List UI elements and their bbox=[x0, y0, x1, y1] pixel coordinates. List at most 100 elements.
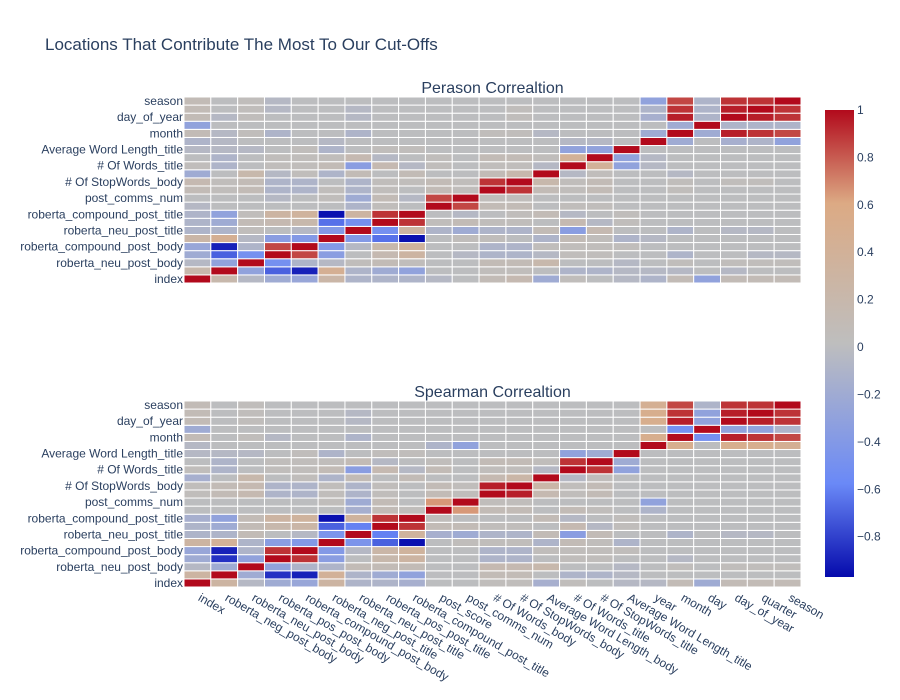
heatmap-cell bbox=[532, 521, 561, 531]
heatmap-cell bbox=[773, 185, 802, 195]
heatmap-cell bbox=[746, 112, 775, 122]
heatmap-cell bbox=[290, 225, 319, 235]
heatmap-cell bbox=[478, 193, 507, 203]
heatmap-cell bbox=[451, 161, 480, 171]
heatmap-cell bbox=[398, 145, 426, 155]
heatmap-cell bbox=[505, 258, 534, 268]
heatmap-cell bbox=[693, 497, 722, 507]
heatmap-cell bbox=[263, 505, 292, 515]
heatmap-cell bbox=[720, 96, 748, 106]
heatmap-cell bbox=[424, 432, 453, 442]
heatmap-cell bbox=[639, 546, 668, 556]
heatmap-cell bbox=[344, 266, 373, 276]
heatmap-cell bbox=[344, 570, 373, 580]
heatmap-cell bbox=[424, 217, 453, 227]
heatmap-cell bbox=[451, 465, 480, 475]
heatmap-cell bbox=[532, 104, 561, 114]
heatmap-cell bbox=[237, 266, 265, 276]
y-tick-label: month bbox=[150, 126, 183, 140]
heatmap-cell bbox=[505, 570, 534, 580]
heatmap-cell bbox=[505, 489, 534, 499]
heatmap-cell bbox=[505, 217, 534, 227]
heatmap-cell bbox=[532, 529, 561, 539]
heatmap-cell bbox=[237, 457, 265, 467]
heatmap-cells bbox=[183, 400, 802, 588]
heatmap-cell bbox=[237, 128, 265, 138]
heatmap-cell bbox=[371, 432, 400, 442]
heatmap-cell bbox=[478, 481, 507, 491]
y-tick-label: post_comms_num bbox=[85, 495, 183, 509]
heatmap-cell bbox=[585, 161, 614, 171]
heatmap-cell bbox=[210, 497, 239, 507]
heatmap-cell bbox=[210, 489, 239, 499]
heatmap-cell bbox=[398, 521, 426, 531]
heatmap-cell bbox=[585, 266, 614, 276]
heatmap-cell bbox=[237, 193, 265, 203]
heatmap-cell bbox=[237, 481, 265, 491]
heatmap-cell bbox=[478, 250, 507, 260]
heatmap-cell bbox=[371, 578, 400, 588]
heatmap-cell bbox=[559, 505, 587, 515]
heatmap-cell bbox=[666, 546, 695, 556]
heatmap-cell bbox=[559, 521, 587, 531]
heatmap-cell bbox=[773, 465, 802, 475]
heatmap-cell bbox=[693, 554, 722, 564]
heatmap-cell bbox=[237, 169, 265, 179]
heatmap-cell bbox=[183, 201, 212, 211]
heatmap-cell bbox=[424, 473, 453, 483]
heatmap-cell bbox=[290, 529, 319, 539]
heatmap-cell bbox=[210, 153, 239, 163]
heatmap-cell bbox=[746, 457, 775, 467]
heatmap-cell bbox=[263, 481, 292, 491]
heatmap-cell bbox=[585, 128, 614, 138]
heatmap-cell bbox=[505, 274, 534, 284]
heatmap-cell bbox=[290, 217, 319, 227]
heatmap-cell bbox=[585, 408, 614, 418]
heatmap-panel: Spearman Correaltion index roberta_neu_pos… bbox=[20, 384, 802, 590]
heatmap-cell bbox=[532, 209, 561, 219]
heatmap-cell bbox=[666, 513, 695, 523]
heatmap-cell bbox=[451, 153, 480, 163]
heatmap-cell bbox=[612, 465, 641, 475]
heatmap-cell bbox=[210, 473, 239, 483]
heatmap-cell bbox=[317, 250, 346, 260]
heatmap-cell bbox=[612, 440, 641, 451]
heatmap-cell bbox=[720, 104, 748, 114]
heatmap-cell bbox=[237, 120, 265, 130]
y-tick-label: roberta_neu_post_title bbox=[64, 223, 184, 237]
heatmap-cell bbox=[693, 233, 722, 244]
heatmap-cell bbox=[773, 96, 802, 106]
heatmap-cell bbox=[666, 521, 695, 531]
heatmap-cell bbox=[290, 424, 319, 434]
heatmap-cell bbox=[290, 473, 319, 483]
heatmap-cell bbox=[612, 161, 641, 171]
heatmap-cell bbox=[559, 153, 587, 163]
heatmap-cell bbox=[317, 112, 346, 122]
heatmap-cell bbox=[693, 209, 722, 219]
heatmap-cell bbox=[317, 578, 346, 588]
heatmap-cell bbox=[344, 440, 373, 451]
y-tick-label: index bbox=[154, 272, 183, 286]
heatmap-cell bbox=[746, 578, 775, 588]
heatmap-cell bbox=[532, 449, 561, 459]
heatmap-cell bbox=[398, 169, 426, 179]
heatmap-cell bbox=[666, 258, 695, 268]
heatmap-cell bbox=[532, 489, 561, 499]
heatmap-cell bbox=[424, 193, 453, 203]
heatmap-cell bbox=[720, 233, 748, 244]
heatmap-cell bbox=[720, 578, 748, 588]
heatmap-cell bbox=[371, 497, 400, 507]
heatmap-cell bbox=[666, 440, 695, 451]
heatmap-cell bbox=[344, 473, 373, 483]
heatmap-cell bbox=[344, 562, 373, 572]
heatmap-cell bbox=[344, 104, 373, 114]
heatmap-cell bbox=[210, 432, 239, 442]
heatmap-cell bbox=[639, 225, 668, 235]
heatmap-cell bbox=[317, 521, 346, 531]
heatmap-cell bbox=[559, 274, 587, 284]
heatmap-cell bbox=[559, 177, 587, 187]
heatmap-cell bbox=[773, 258, 802, 268]
heatmap-cell bbox=[398, 489, 426, 499]
heatmap-cell bbox=[237, 546, 265, 556]
heatmap-cell bbox=[559, 225, 587, 235]
